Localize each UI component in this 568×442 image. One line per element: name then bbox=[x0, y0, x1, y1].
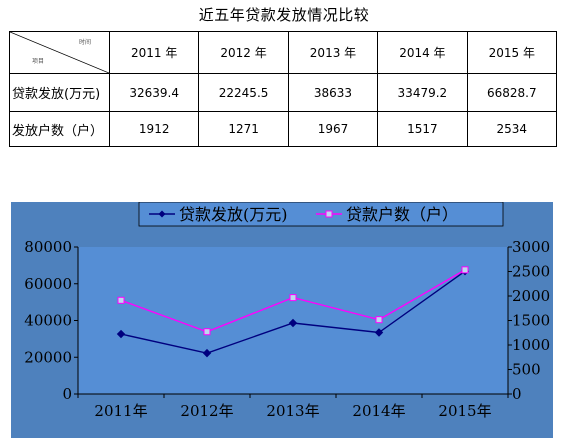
legend-label: 贷款户数（户） bbox=[346, 205, 458, 224]
year-header: 2014 年 bbox=[377, 31, 468, 74]
y-tick-label-left: 60000 bbox=[24, 275, 72, 293]
legend-marker bbox=[158, 210, 166, 218]
data-point bbox=[202, 348, 212, 358]
x-tick-label: 2011年 bbox=[94, 402, 147, 420]
table-cell: 2534 bbox=[466, 111, 558, 147]
year-header: 2013 年 bbox=[287, 31, 379, 74]
y-tick-label-left: 20000 bbox=[24, 348, 72, 366]
table-cell: 32639.4 bbox=[108, 73, 200, 112]
table-cell: 1912 bbox=[108, 111, 200, 147]
y-tick-label-right: 2500 bbox=[512, 263, 550, 281]
line-chart: 0 20000 40000 60000 80000 0 500 1000 1500 2000 250… bbox=[11, 202, 553, 438]
row-label: 贷款发放(万元) bbox=[9, 73, 110, 112]
legend-label: 贷款发放(万元) bbox=[179, 205, 288, 224]
year-header: 2015 年 bbox=[466, 31, 558, 74]
data-point bbox=[203, 328, 211, 336]
y-tick-label-left: 80000 bbox=[24, 238, 72, 256]
corner-label-item: 项目 bbox=[32, 58, 45, 65]
x-tick-label: 2014年 bbox=[352, 402, 405, 420]
table-row: 贷款发放(万元) 32639.4 22245.5 38633 33479.2 6… bbox=[9, 73, 558, 112]
y-tick-label-right: 1500 bbox=[512, 312, 550, 330]
data-point bbox=[288, 318, 298, 328]
legend-marker bbox=[325, 210, 333, 218]
data-point bbox=[461, 266, 469, 274]
y-tick-label-left: 40000 bbox=[24, 312, 72, 330]
data-point bbox=[116, 329, 126, 339]
x-tick-label: 2013年 bbox=[266, 402, 319, 420]
year-header: 2012 年 bbox=[198, 31, 289, 74]
row-label: 发放户数（户） bbox=[9, 111, 110, 147]
data-point bbox=[117, 296, 125, 304]
table-corner-cell: 时间 项目 bbox=[9, 31, 110, 74]
year-header: 2011 年 bbox=[108, 31, 200, 74]
page-title: 近五年贷款发放情况比较 bbox=[198, 6, 370, 24]
y-tick-label-right: 1000 bbox=[512, 336, 550, 354]
corner-diagonal bbox=[10, 32, 109, 73]
y-tick-label-right: 500 bbox=[512, 361, 541, 379]
table-header-row: 时间 项目 2011 年 2012 年 2013 年 2014 年 2015 年 bbox=[9, 31, 558, 74]
y-tick-label-right: 3000 bbox=[512, 238, 550, 256]
data-point bbox=[375, 316, 383, 324]
table-cell: 22245.5 bbox=[198, 73, 289, 112]
y-tick-label-right: 2000 bbox=[512, 287, 550, 305]
y-tick-label-right: 0 bbox=[512, 385, 522, 403]
table-cell: 66828.7 bbox=[466, 73, 558, 112]
table-cell: 33479.2 bbox=[377, 73, 468, 112]
table-cell: 1517 bbox=[377, 111, 468, 147]
data-point bbox=[289, 294, 297, 302]
y-tick-label-left: 0 bbox=[62, 385, 72, 403]
data-table: 时间 项目 2011 年 2012 年 2013 年 2014 年 2015 年… bbox=[9, 31, 558, 147]
table-row: 发放户数（户） 1912 1271 1967 1517 2534 bbox=[9, 111, 558, 147]
corner-label-time: 时间 bbox=[78, 39, 91, 46]
data-point bbox=[374, 328, 384, 337]
table-cell: 38633 bbox=[287, 73, 379, 112]
x-tick-label: 2015年 bbox=[438, 402, 491, 420]
table-cell: 1967 bbox=[287, 111, 379, 147]
table-cell: 1271 bbox=[198, 111, 289, 147]
x-tick-label: 2012年 bbox=[180, 402, 233, 420]
